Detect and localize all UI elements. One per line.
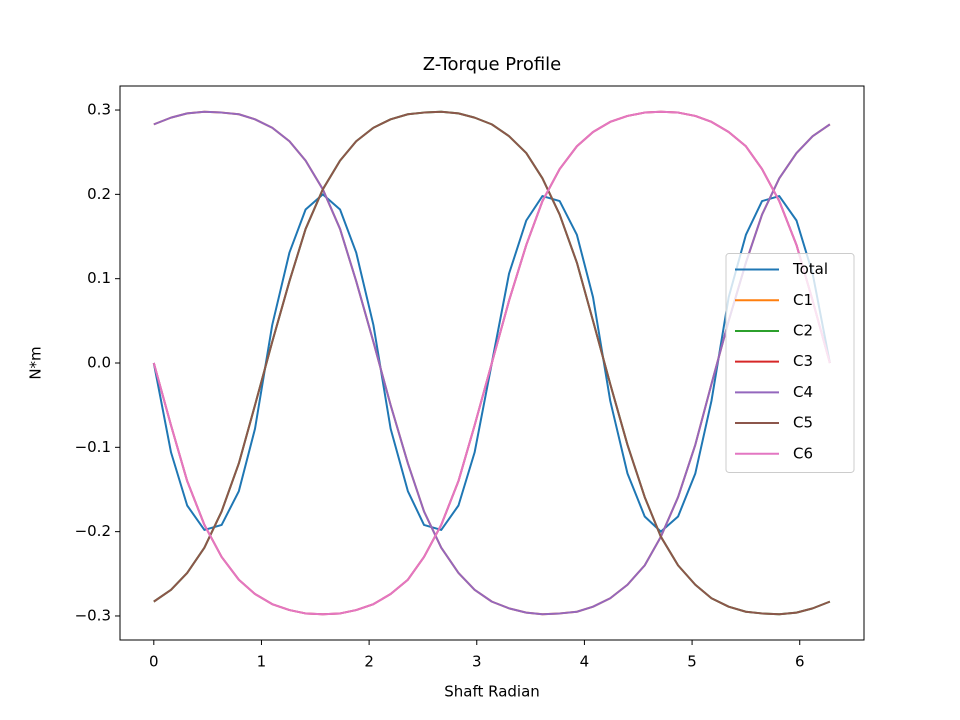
y-tick-label: −0.3 [75, 606, 111, 624]
x-tick-label: 1 [257, 653, 267, 671]
legend-label: C2 [793, 321, 813, 339]
x-tick-label: 0 [149, 653, 159, 671]
x-tick-label: 5 [687, 653, 697, 671]
legend-label: C3 [793, 352, 813, 370]
y-tick-label: 0.3 [87, 101, 111, 119]
series-line [153, 110, 831, 616]
y-axis-label: N*m [27, 346, 45, 379]
y-tick-label: −0.1 [75, 438, 111, 456]
legend-box [725, 253, 855, 473]
legend-label: C4 [793, 383, 813, 401]
legend-label: Total [792, 260, 828, 278]
x-axis-label: Shaft Radian [444, 683, 540, 701]
y-tick-label: 0.1 [87, 269, 111, 287]
x-tick-label: 4 [580, 653, 590, 671]
plot-frame [119, 85, 865, 641]
x-tick-label: 2 [364, 653, 374, 671]
x-tick-label: 6 [795, 653, 805, 671]
legend-label: C5 [793, 414, 813, 432]
legend-label: C6 [793, 444, 813, 462]
y-tick-label: −0.2 [75, 522, 111, 540]
legend: Total C1 C2 C3 C4 C5 C6 [725, 253, 855, 473]
series-line [152, 110, 831, 616]
y-tick-label: 0.2 [87, 185, 111, 203]
chart-title: Z-Torque Profile [423, 54, 562, 75]
x-tick-label: 3 [472, 653, 482, 671]
y-tick-label: 0.0 [87, 354, 111, 372]
legend-label: C1 [793, 291, 813, 309]
series-line [153, 110, 831, 616]
